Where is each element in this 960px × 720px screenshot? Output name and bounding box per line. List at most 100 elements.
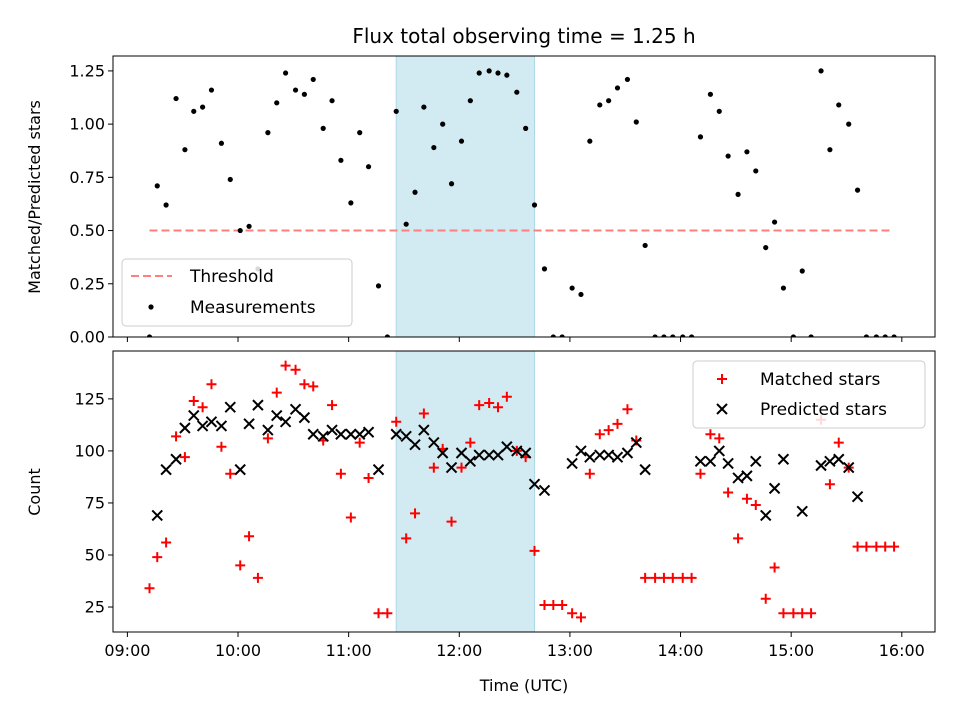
matched-star-point xyxy=(456,462,467,473)
ratio-legend: Threshold Measurements xyxy=(121,258,353,327)
measurement-point xyxy=(200,104,206,110)
matched-star-point xyxy=(824,479,835,490)
measurement-point xyxy=(523,125,529,131)
predicted-star-point xyxy=(262,424,274,436)
predicted-star-point xyxy=(511,445,523,457)
chart-title: Flux total observing time = 1.25 h xyxy=(352,24,695,48)
predicted-star-point xyxy=(575,445,587,457)
matched-star-point xyxy=(216,441,227,452)
matched-star-point xyxy=(280,360,291,371)
measurement-point xyxy=(559,334,565,337)
predicted-star-point xyxy=(224,401,236,413)
measurement-point xyxy=(661,334,667,337)
measurement-point xyxy=(227,176,233,183)
predicted-star-point xyxy=(768,482,781,495)
matched-star-point xyxy=(567,608,578,619)
matched-star-point xyxy=(179,452,190,463)
matched-star-point xyxy=(705,429,716,440)
predicted-star-point xyxy=(538,484,551,497)
matched-star-point xyxy=(622,404,633,415)
matched-star-point xyxy=(612,418,623,429)
measurement-point xyxy=(458,138,465,144)
legend-threshold-label: Threshold xyxy=(189,267,274,287)
measurement-point xyxy=(154,183,160,189)
measurement-point xyxy=(431,144,437,151)
matched-star-point xyxy=(640,572,651,583)
predicted-star-point xyxy=(796,505,808,517)
matched-star-point xyxy=(144,583,155,594)
measurement-point xyxy=(448,181,455,187)
matched-star-point xyxy=(603,425,614,436)
legend-box xyxy=(692,360,926,429)
matched-star-point xyxy=(741,493,752,504)
predicted-star-point xyxy=(639,463,651,476)
predicted-star-point xyxy=(160,463,172,476)
legend-measurement-label: Measurements xyxy=(190,298,316,318)
measurement-point xyxy=(882,334,888,337)
measurement-point xyxy=(716,108,722,114)
measurement-point xyxy=(569,285,575,291)
measurement-point xyxy=(440,121,446,127)
predicted-star-point xyxy=(428,436,440,449)
matched-star-point xyxy=(889,541,900,552)
x-tick-label: 13:00 xyxy=(547,641,593,660)
matched-star-point xyxy=(382,608,393,619)
x-tick-label: 10:00 xyxy=(215,641,261,660)
measurement-point xyxy=(282,70,289,76)
y-tick-label: 0.25 xyxy=(69,274,105,293)
matched-star-point xyxy=(677,572,688,583)
measurement-point xyxy=(146,334,153,337)
matched-star-point xyxy=(465,437,476,448)
matched-star-point xyxy=(171,431,182,442)
measurement-point xyxy=(633,119,639,125)
matched-star-point xyxy=(363,472,374,483)
predicted-star-point xyxy=(621,447,634,459)
matched-star-point xyxy=(206,379,217,390)
count-panel: 25 50 75 100 125 09:00 10:00 11:00 12:00 13:00 14:… xyxy=(74,350,936,660)
legend-measurement-swatch xyxy=(148,304,154,310)
measurement-point xyxy=(265,130,271,136)
y-tick-label: 50 xyxy=(85,545,105,564)
matched-star-point xyxy=(244,531,255,542)
predicted-star-point xyxy=(307,428,319,440)
measurement-point xyxy=(606,98,612,104)
x-tick-label: 09:00 xyxy=(104,641,150,660)
matched-star-point xyxy=(152,552,163,563)
matched-star-point xyxy=(501,391,512,402)
predicted-star-point xyxy=(611,451,624,463)
axes-frame xyxy=(112,55,936,338)
measurement-point xyxy=(338,157,344,163)
measurement-point xyxy=(652,334,658,337)
legend-box xyxy=(121,258,353,327)
predicted-star-point xyxy=(842,461,855,474)
matched-star-point xyxy=(650,572,661,583)
predicted-star-point xyxy=(464,455,477,468)
matched-star-point xyxy=(335,468,346,479)
predicted-star-point xyxy=(345,428,357,440)
predicted-star-point xyxy=(694,455,707,468)
predicted-star-point xyxy=(528,478,541,490)
y-tick-label: 1.25 xyxy=(69,61,105,80)
predicted-star-point xyxy=(492,449,504,461)
matched-star-point xyxy=(658,572,669,583)
matched-star-point xyxy=(788,608,799,619)
matched-star-point xyxy=(391,416,402,427)
observing-span xyxy=(395,350,536,633)
measurement-point xyxy=(348,200,354,206)
predicted-star-point xyxy=(483,449,495,461)
predicted-star-point xyxy=(602,449,615,461)
measurement-point xyxy=(808,334,814,337)
measurement-point xyxy=(790,334,796,337)
measurement-point xyxy=(697,134,704,140)
x-tick-label: 16:00 xyxy=(879,641,925,660)
x-tick-label: 15:00 xyxy=(768,641,814,660)
measurement-point xyxy=(301,91,307,97)
measurement-point xyxy=(818,68,824,74)
predicted-star-point xyxy=(418,424,430,436)
matched-star-point xyxy=(418,408,429,419)
predicted-star-point xyxy=(205,416,218,428)
predicted-star-point xyxy=(409,438,421,451)
x-tick-label: 12:00 xyxy=(436,641,482,660)
measurement-point xyxy=(365,164,372,170)
